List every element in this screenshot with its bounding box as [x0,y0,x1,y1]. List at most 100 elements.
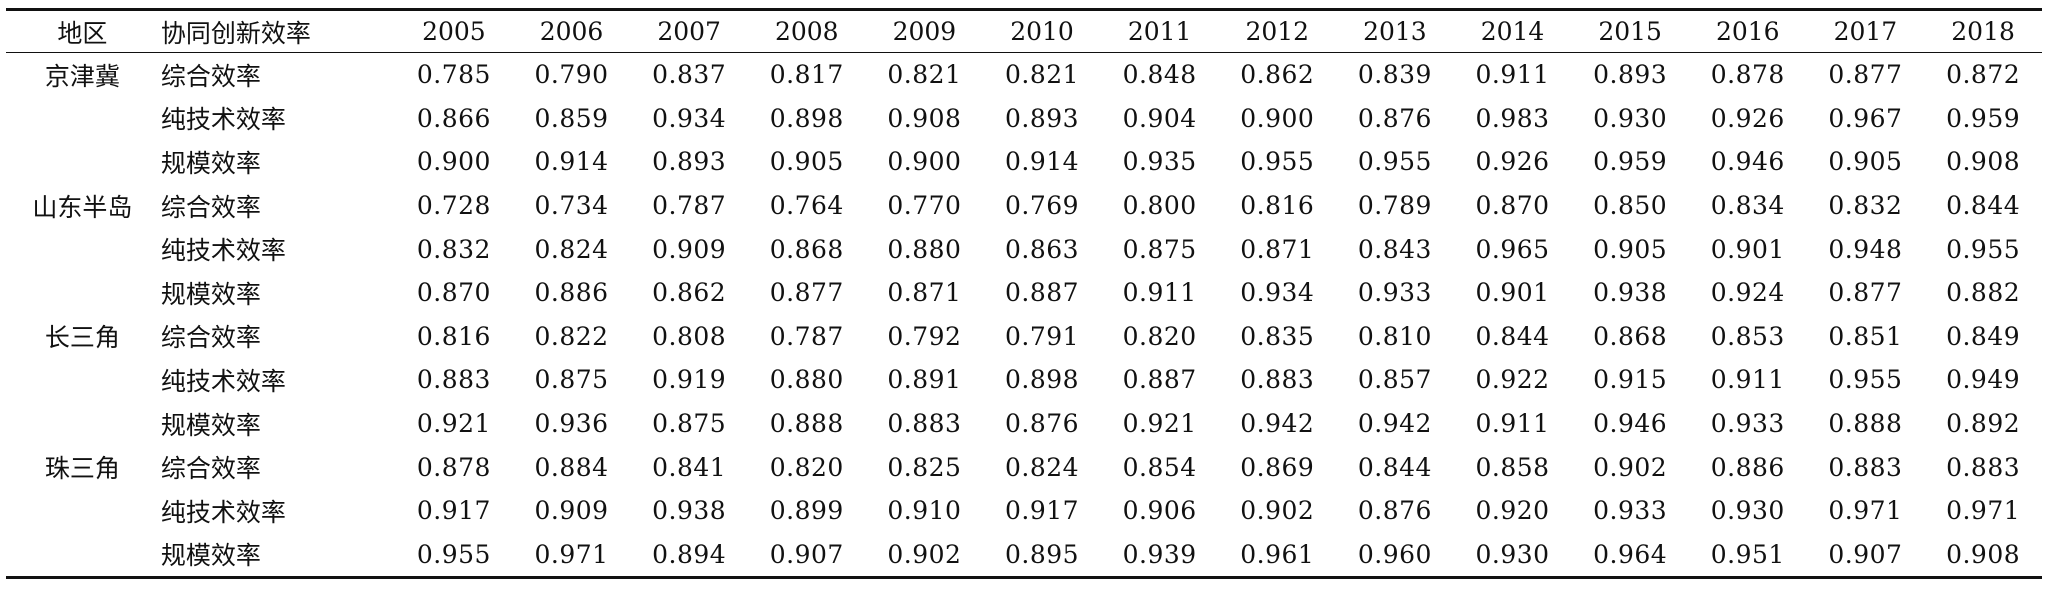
value-cell: 0.862 [652,278,727,308]
region-cell [6,533,159,578]
value-cell: 0.883 [1946,452,2021,482]
value-cell: 0.955 [1828,365,1903,395]
value-cell: 0.863 [1004,234,1080,264]
header-year: 2018 [1951,17,2015,46]
value-cell: 0.837 [652,60,727,90]
value-cell: 0.820 [1122,321,1197,351]
value-cell: 0.875 [652,409,727,439]
value-cell: 0.871 [887,278,962,308]
value-cell: 0.900 [416,147,491,177]
value-cell: 0.875 [534,365,609,395]
value-cell: 0.946 [1710,147,1785,177]
value-cell: 0.880 [769,365,844,395]
table-row: 规模效率 0.870 0.886 0.862 0.877 0.871 0.887 0.911 0… [6,271,2042,315]
value-cell: 0.899 [769,496,844,526]
value-cell: 0.909 [534,496,609,526]
table-row: 纯技术效率 0.832 0.824 0.909 0.868 0.880 0.863 0.875… [6,227,2042,271]
value-cell: 0.882 [1946,278,2021,308]
value-cell: 0.817 [769,60,844,90]
region-cell: 长三角 [44,323,120,353]
value-cell: 0.870 [416,278,491,308]
value-cell: 0.892 [1946,409,2021,439]
value-cell: 0.939 [1122,539,1197,569]
value-cell: 0.959 [1946,103,2021,133]
value-cell: 0.820 [769,452,844,482]
value-cell: 0.853 [1710,321,1785,351]
value-cell: 0.764 [769,191,844,221]
value-cell: 0.965 [1475,234,1550,264]
indicator-cell: 综合效率 [160,454,261,484]
value-cell: 0.878 [1710,60,1785,90]
value-cell: 0.908 [1946,539,2021,569]
value-cell: 0.959 [1593,147,1668,177]
value-cell: 0.887 [1004,278,1080,308]
table-row: 珠三角 综合效率 0.878 0.884 0.841 0.820 0.825 0.824 0.8… [6,445,2042,489]
value-cell: 0.895 [1004,539,1080,569]
value-cell: 0.910 [887,496,962,526]
value-cell: 0.921 [416,409,491,439]
indicator-cell: 综合效率 [160,323,261,353]
value-cell: 0.858 [1475,452,1550,482]
value-cell: 0.930 [1475,539,1550,569]
value-cell: 0.834 [1710,191,1785,221]
value-cell: 0.832 [416,234,491,264]
region-cell: 京津冀 [44,61,120,91]
value-cell: 0.955 [416,539,491,569]
region-cell [6,358,159,402]
value-cell: 0.870 [1475,191,1550,221]
value-cell: 0.898 [769,103,844,133]
value-cell: 0.886 [1710,452,1785,482]
value-cell: 0.844 [1475,321,1550,351]
value-cell: 0.835 [1240,321,1315,351]
value-cell: 0.883 [887,409,962,439]
value-cell: 0.917 [1004,496,1080,526]
value-cell: 0.920 [1475,496,1550,526]
value-cell: 0.936 [534,409,609,439]
value-cell: 0.787 [652,191,727,221]
table-row: 纯技术效率 0.866 0.859 0.934 0.898 0.908 0.893 0.904… [6,97,2042,141]
header-year: 2014 [1480,17,1545,46]
value-cell: 0.877 [1828,60,1903,90]
value-cell: 0.883 [416,365,491,395]
value-cell: 0.854 [1122,452,1197,482]
value-cell: 0.808 [652,321,727,351]
value-cell: 0.902 [887,539,962,569]
value-cell: 0.908 [1946,147,2021,177]
value-cell: 0.876 [1357,496,1432,526]
value-cell: 0.859 [534,103,609,133]
value-cell: 0.914 [534,147,609,177]
value-cell: 0.907 [769,539,844,569]
value-cell: 0.866 [416,103,491,133]
value-cell: 0.983 [1475,103,1550,133]
value-cell: 0.857 [1357,365,1432,395]
indicator-cell: 综合效率 [160,61,261,91]
value-cell: 0.900 [887,147,962,177]
value-cell: 0.789 [1357,191,1432,221]
region-cell: 珠三角 [44,454,120,484]
region-cell [6,140,159,184]
value-cell: 0.877 [1828,278,1903,308]
value-cell: 0.824 [534,234,609,264]
value-cell: 0.942 [1240,409,1315,439]
value-cell: 0.884 [534,452,609,482]
value-cell: 0.816 [1240,191,1315,221]
value-cell: 0.922 [1475,365,1550,395]
value-cell: 0.961 [1240,539,1315,569]
value-cell: 0.848 [1122,60,1197,90]
value-cell: 0.869 [1240,452,1315,482]
region-cell [6,97,159,141]
value-cell: 0.843 [1357,234,1432,264]
value-cell: 0.907 [1828,539,1903,569]
table-row: 规模效率 0.921 0.936 0.875 0.888 0.883 0.876 0.921 0… [6,402,2042,446]
value-cell: 0.841 [652,452,727,482]
header-year: 2008 [774,17,839,46]
value-cell: 0.938 [1593,278,1668,308]
table-row: 规模效率 0.900 0.914 0.893 0.905 0.900 0.914 0.935 0… [6,140,2042,184]
value-cell: 0.849 [1946,321,2021,351]
value-cell: 0.951 [1710,539,1785,569]
value-cell: 0.887 [1122,365,1197,395]
header-year: 2016 [1715,17,1780,46]
value-cell: 0.909 [652,234,727,264]
value-cell: 0.901 [1475,278,1550,308]
value-cell: 0.933 [1357,278,1432,308]
